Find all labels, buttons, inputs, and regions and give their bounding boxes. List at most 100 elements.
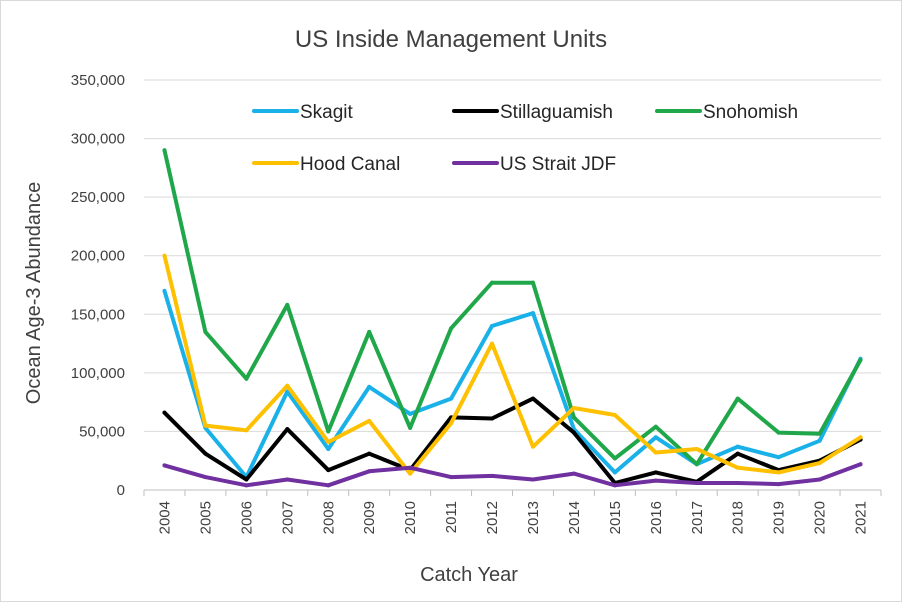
gridlines: [144, 79, 881, 432]
data-point-us-strait-jdf: [367, 469, 372, 474]
data-point-hood-canal: [612, 413, 617, 418]
data-point-skagit: [367, 384, 372, 389]
x-tick-label: 2017: [689, 501, 706, 534]
data-point-hood-canal: [530, 444, 535, 449]
data-point-skagit: [530, 311, 535, 316]
data-point-us-strait-jdf: [449, 475, 454, 480]
x-tick-label: 2005: [197, 501, 214, 534]
data-point-us-strait-jdf: [776, 482, 781, 487]
legend-label-hood-canal: Hood Canal: [300, 154, 400, 175]
series-line-stillaguamish: [162, 396, 863, 485]
x-tick-label: 2014: [566, 501, 583, 534]
x-tick-label: 2007: [279, 501, 296, 534]
data-point-hood-canal: [817, 461, 822, 466]
series-line-skagit: [162, 288, 863, 480]
x-tick-label: 2013: [525, 501, 542, 534]
data-point-snohomish: [244, 376, 249, 381]
data-point-hood-canal: [653, 450, 658, 455]
data-point-skagit: [408, 411, 413, 416]
series-lines: [162, 148, 863, 488]
legend-label-us-strait-jdf: US Strait JDF: [500, 154, 616, 175]
data-point-us-strait-jdf: [735, 480, 740, 485]
data-point-stillaguamish: [162, 410, 167, 415]
x-tick-label: 2004: [156, 501, 173, 534]
data-point-snohomish: [367, 329, 372, 334]
data-point-snohomish: [776, 430, 781, 435]
x-tick-label: 2006: [238, 501, 255, 534]
data-point-stillaguamish: [244, 477, 249, 482]
data-point-us-strait-jdf: [694, 480, 699, 485]
data-point-us-strait-jdf: [408, 465, 413, 470]
data-point-skagit: [776, 455, 781, 460]
data-point-skagit: [653, 435, 658, 440]
data-point-us-strait-jdf: [162, 463, 167, 468]
x-tick-label: 2010: [402, 501, 419, 534]
series-line-us-strait-jdf: [162, 462, 863, 488]
y-tick-label: 50,000: [79, 423, 125, 440]
x-axis-title: Catch Year: [420, 564, 518, 586]
data-point-hood-canal: [571, 406, 576, 410]
y-tick-label: 250,000: [71, 189, 125, 206]
legend-label-snohomish: Snohomish: [703, 102, 798, 123]
data-point-skagit: [490, 324, 495, 328]
data-point-us-strait-jdf: [244, 483, 249, 488]
data-point-hood-canal: [858, 435, 863, 440]
x-tick-label: 2016: [648, 501, 665, 534]
data-point-snohomish: [530, 280, 535, 285]
y-tick-label: 100,000: [71, 365, 125, 382]
x-tick-label: 2019: [771, 501, 788, 534]
data-point-snohomish: [162, 148, 167, 153]
data-point-skagit: [817, 438, 822, 443]
data-point-us-strait-jdf: [326, 483, 331, 488]
data-point-snohomish: [490, 280, 495, 285]
data-point-stillaguamish: [653, 470, 658, 475]
data-point-hood-canal: [367, 418, 372, 423]
data-point-hood-canal: [735, 465, 740, 470]
data-point-stillaguamish: [326, 468, 331, 473]
data-point-hood-canal: [449, 421, 454, 426]
data-point-skagit: [162, 288, 167, 293]
data-point-hood-canal: [490, 341, 495, 346]
data-point-hood-canal: [162, 253, 167, 258]
data-point-hood-canal: [203, 423, 208, 428]
data-point-skagit: [612, 470, 617, 475]
data-point-us-strait-jdf: [490, 473, 495, 478]
data-point-us-strait-jdf: [858, 462, 863, 467]
legend: Skagit Stillaguamish Snohomish Hood Canal US…: [252, 102, 798, 175]
legend-label-skagit: Skagit: [300, 102, 354, 123]
data-point-skagit: [735, 444, 740, 449]
data-point-skagit: [449, 396, 454, 401]
data-point-stillaguamish: [367, 451, 372, 456]
data-point-us-strait-jdf: [653, 478, 658, 483]
series-line-hood-canal: [162, 253, 863, 476]
y-tick-label: 200,000: [71, 248, 125, 265]
data-point-hood-canal: [285, 383, 290, 388]
series-line-snohomish: [162, 148, 863, 467]
data-point-us-strait-jdf: [571, 471, 576, 476]
data-point-skagit: [285, 389, 290, 394]
data-point-stillaguamish: [571, 430, 576, 435]
legend-label-stillaguamish: Stillaguamish: [500, 102, 613, 123]
x-tick-label: 2008: [320, 501, 337, 534]
data-point-stillaguamish: [735, 451, 740, 456]
data-point-snohomish: [694, 462, 699, 467]
data-point-us-strait-jdf: [817, 477, 822, 482]
data-point-snohomish: [612, 456, 617, 461]
data-point-us-strait-jdf: [285, 477, 290, 482]
data-point-skagit: [326, 447, 331, 451]
axes: 0 50,000 100,000 150,000 200,000 250,000 300,0…: [71, 72, 882, 534]
data-point-snohomish: [326, 429, 331, 434]
data-point-stillaguamish: [490, 416, 495, 421]
x-tick-label: 2009: [361, 501, 378, 534]
y-axis-title: Ocean Age-3 Abundance: [23, 182, 45, 404]
data-point-hood-canal: [408, 471, 413, 476]
data-point-snohomish: [408, 425, 413, 430]
x-tick-label: 2018: [730, 501, 747, 534]
data-point-stillaguamish: [530, 396, 535, 401]
data-point-us-strait-jdf: [612, 483, 617, 488]
data-point-snohomish: [653, 424, 658, 429]
data-point-hood-canal: [326, 439, 331, 444]
data-point-stillaguamish: [203, 451, 208, 456]
chart-title: US Inside Management Units: [295, 26, 607, 53]
